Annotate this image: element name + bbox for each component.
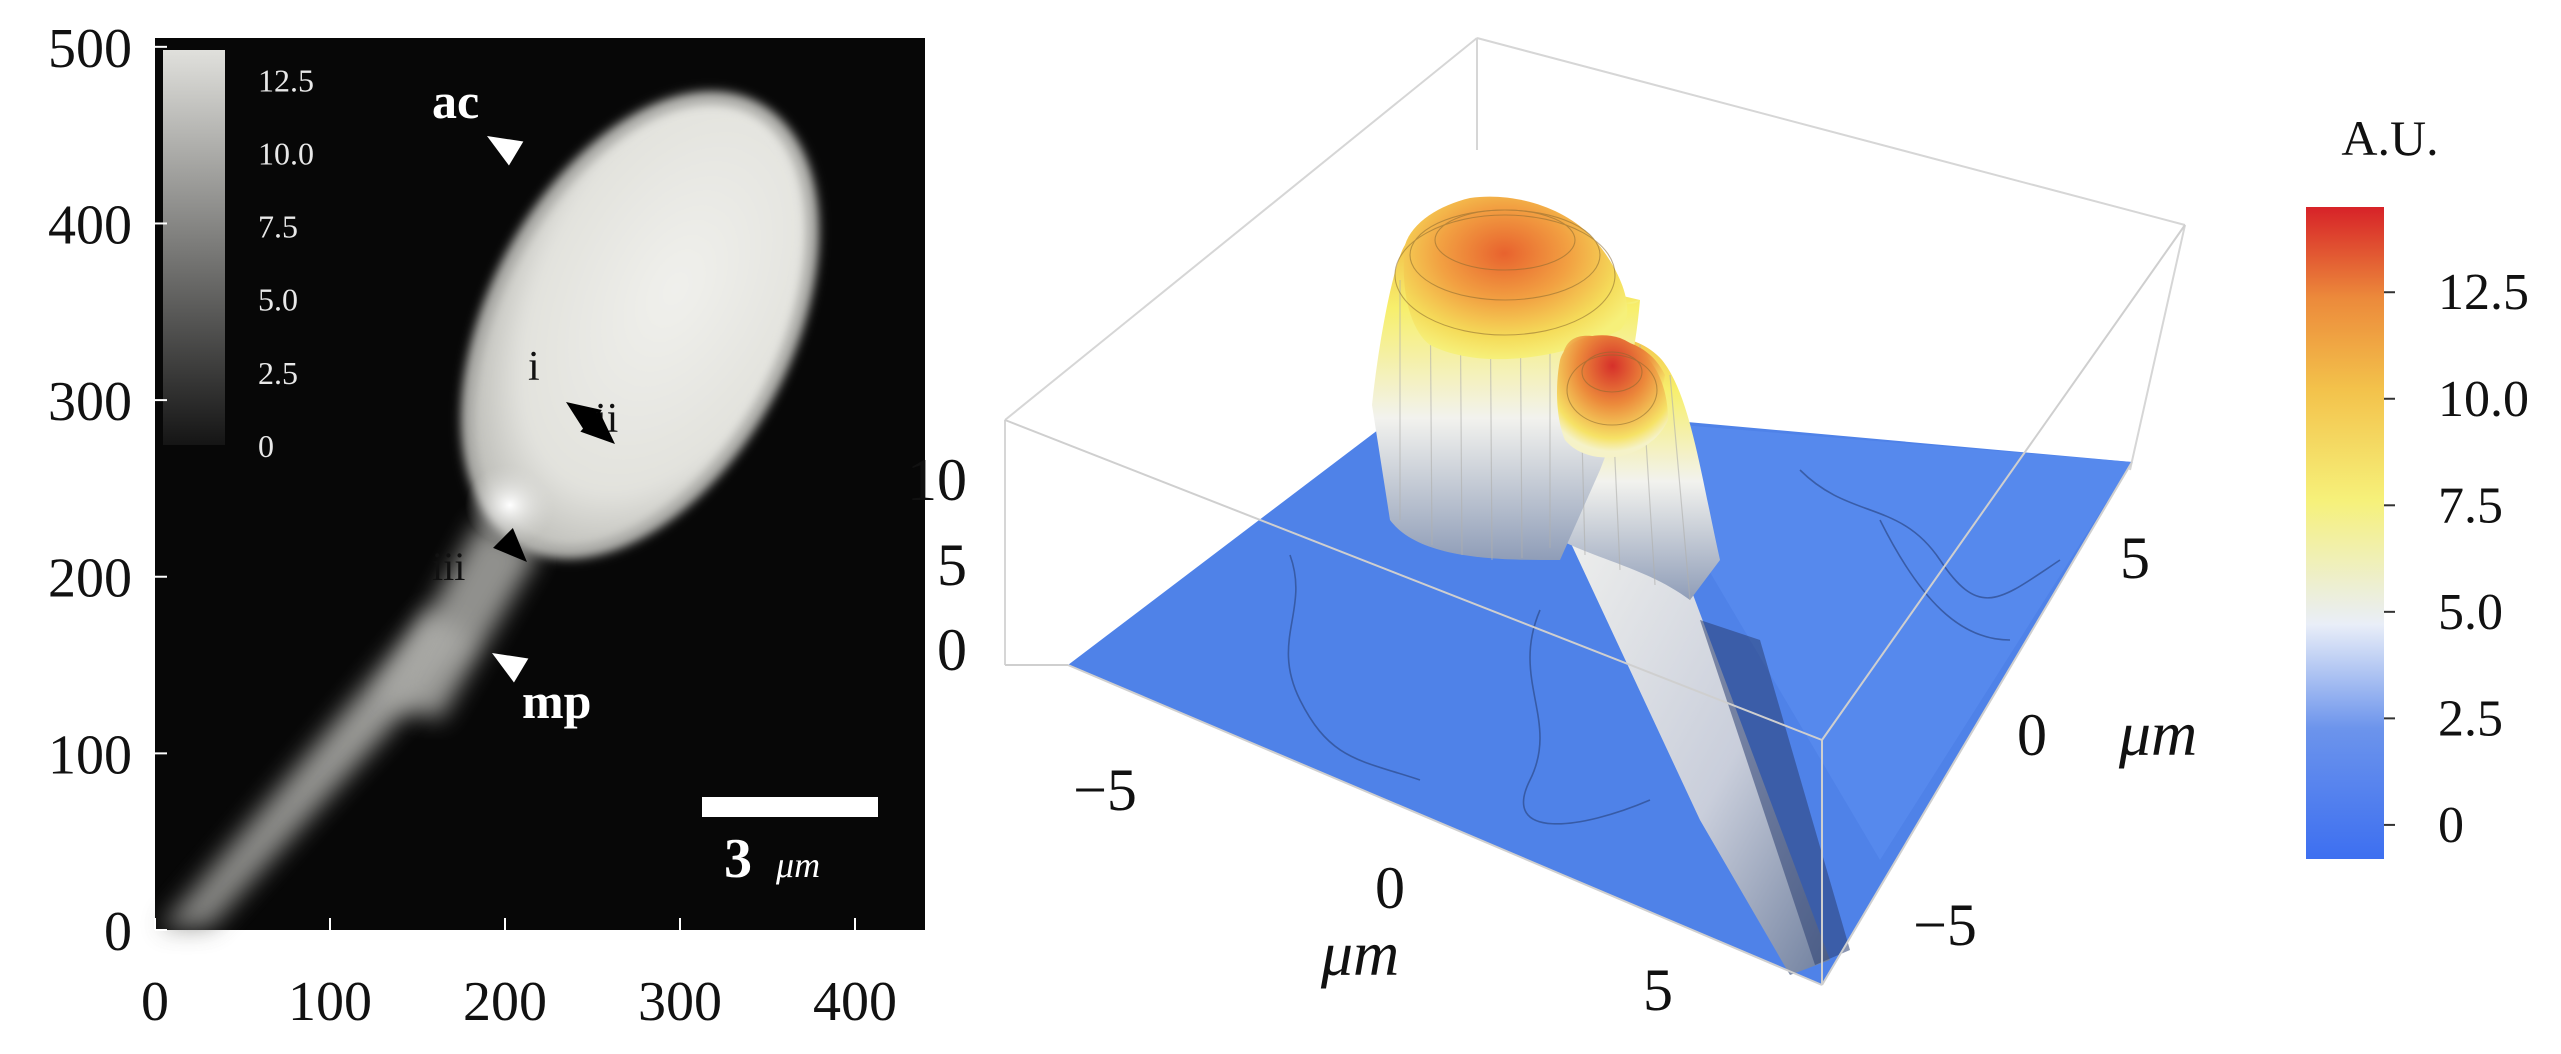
surface-z-tick-label: 0 — [937, 617, 967, 683]
x-tick-label: 0 — [141, 971, 169, 1033]
color-colorbar-tick-label: 0 — [2438, 797, 2464, 854]
annotation-ii-arrow — [580, 410, 615, 444]
color-colorbar-tick-label: 12.5 — [2438, 264, 2529, 321]
surface-y-tick-label: 0 — [2017, 702, 2047, 768]
surface-y-tick-label: 5 — [2120, 525, 2150, 591]
gray-colorbar-tick-label: 12.5 — [258, 62, 314, 98]
annotation-i-arrow — [566, 402, 602, 433]
colorbar-title: A.U. — [2341, 110, 2438, 166]
x-tick-label: 200 — [463, 971, 547, 1033]
peak-contours — [1394, 209, 1658, 426]
color-colorbar-tick-label: 5.0 — [2438, 584, 2503, 641]
specimen-image — [160, 93, 818, 928]
gray-colorbar-tick-label: 7.5 — [258, 209, 298, 245]
contour-lines — [1287, 469, 2061, 825]
x-tick-label: 300 — [638, 971, 722, 1033]
y-tick-label: 200 — [48, 548, 132, 610]
y-tick-label: 300 — [48, 371, 132, 433]
annotation-ac-arrow — [487, 136, 524, 166]
scale-bar-line — [702, 797, 878, 817]
surface-shade-right — [1620, 420, 2132, 860]
surface-y-tick-label: −5 — [1913, 892, 1977, 958]
scale-bar-value: 3 — [724, 828, 752, 890]
annotation-mp-label: mp — [522, 673, 591, 729]
surface-z-tick-label: 5 — [937, 532, 967, 598]
gray-colorbar-strip — [163, 50, 225, 445]
svg-text:3 μm: 3 μm — [724, 828, 820, 890]
color-colorbar-tick-label: 10.0 — [2438, 371, 2529, 428]
bounding-box-front — [1004, 224, 2186, 986]
x-tick-label: 100 — [288, 971, 372, 1033]
gray-colorbar-tick-label: 10.0 — [258, 135, 314, 171]
color-colorbar-tick-label: 2.5 — [2438, 690, 2503, 747]
gray-colorbar-tick-label: 2.5 — [258, 355, 298, 391]
sperm-head — [467, 98, 813, 552]
gray-colorbar-tick-label: 5.0 — [258, 282, 298, 318]
surface-plot-panel: −5 0 5 μm 5 0 −5 μm 10 5 0 A.U. 12.5 10.0 7.5 5.0 2.5 0 — [907, 37, 2529, 1023]
surface-y-unit: μm — [2118, 698, 2197, 769]
tail-ridge — [1560, 480, 1830, 975]
annotation-ac-label: ac — [432, 73, 479, 129]
annotation-iii-arrow — [493, 528, 527, 562]
annotation-iii-label: iii — [432, 544, 465, 589]
bounding-box-back — [1004, 37, 2186, 665]
x-tick-label: 400 — [813, 971, 897, 1033]
y-tick-label: 500 — [48, 18, 132, 80]
color-colorbar-tick-label: 7.5 — [2438, 477, 2503, 534]
y-tick-label: 100 — [48, 724, 132, 786]
y-tick-label: 400 — [48, 194, 132, 256]
color-colorbar: A.U. 12.5 10.0 7.5 5.0 2.5 0 — [2306, 110, 2529, 859]
neck-bright-spot — [465, 465, 555, 545]
annotation-i-label: i — [528, 344, 540, 390]
midpiece — [380, 520, 540, 720]
surface-x-unit: μm — [1320, 918, 1399, 989]
surface-z-tick-label: 10 — [907, 447, 967, 513]
scale-bar: 3 μm — [702, 797, 878, 890]
head-peak-body — [1403, 196, 1628, 360]
gray-colorbar: 12.5 10.0 7.5 5.0 2.5 0 — [163, 50, 314, 464]
color-colorbar-strip — [2306, 207, 2384, 859]
gray-colorbar-tick-label: 0 — [258, 428, 274, 464]
scale-bar-unit: μm — [775, 845, 820, 885]
annotation-mp-arrow — [492, 653, 529, 683]
surface-x-tick-label: 5 — [1643, 957, 1673, 1023]
surface-x-tick-label: −5 — [1073, 757, 1137, 823]
surface-x-tick-label: 0 — [1375, 855, 1405, 921]
y-tick-label: 0 — [104, 901, 132, 963]
